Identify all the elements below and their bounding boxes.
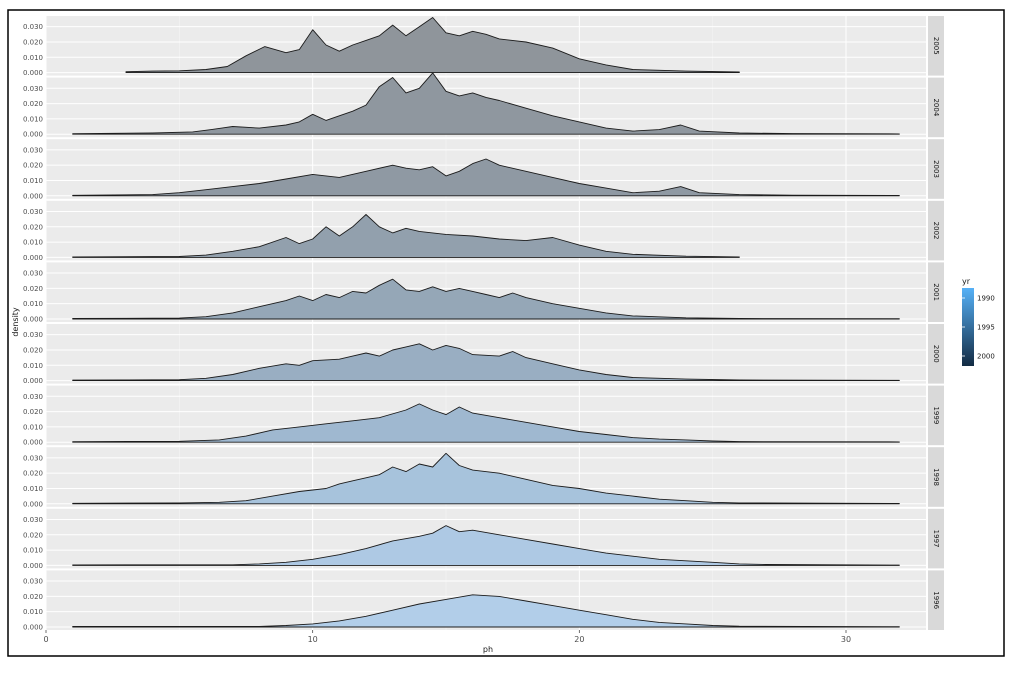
y-tick-label: 0.030 <box>23 270 43 278</box>
y-tick-label: 0.030 <box>23 85 43 93</box>
y-tick-label: 0.000 <box>23 624 43 632</box>
y-tick-label: 0.000 <box>23 69 43 77</box>
legend-tick-label: 1995 <box>977 324 995 332</box>
y-axis-title: density <box>11 307 20 337</box>
density-area-2005 <box>125 17 740 74</box>
y-tick-label: 0.010 <box>23 485 43 493</box>
facet-panel-2001: 0.000 0.010 0.020 0.030 2001 <box>23 262 944 324</box>
legend-tick-label: 1990 <box>977 295 995 303</box>
y-tick-label: 0.030 <box>23 393 43 401</box>
y-tick-label: 0.020 <box>23 285 43 293</box>
y-tick-label: 0.000 <box>23 192 43 200</box>
facet-panel-2000: 0.000 0.010 0.020 0.030 2000 <box>23 324 944 385</box>
facet-strip <box>928 139 944 199</box>
facet-strip-label: 2000 <box>932 345 940 363</box>
facet-strip <box>928 570 944 630</box>
y-tick-label: 0.000 <box>23 316 43 324</box>
y-tick-label: 0.020 <box>23 408 43 416</box>
y-tick-label: 0.000 <box>23 439 43 447</box>
y-tick-label: 0.010 <box>23 54 43 62</box>
density-area-1997 <box>72 525 900 566</box>
facet-strip <box>928 447 944 507</box>
density-area-2003 <box>72 158 900 197</box>
x-tick-label: 20 <box>574 635 584 644</box>
y-tick-label: 0.010 <box>23 239 43 247</box>
facet-strip-label: 2005 <box>932 37 940 55</box>
y-tick-label: 0.010 <box>23 547 43 555</box>
density-area-1998 <box>72 452 900 505</box>
y-tick-label: 0.000 <box>23 131 43 139</box>
outer-frame <box>7 9 1005 657</box>
y-tick-label: 0.010 <box>23 423 43 431</box>
x-axis-title: ph <box>483 645 493 654</box>
density-area-2002 <box>72 214 740 258</box>
y-tick-label: 0.010 <box>23 300 43 308</box>
facet-panel-1998: 0.000 0.010 0.020 0.030 1998 <box>23 447 944 508</box>
facet-panel-2002: 0.000 0.010 0.020 0.030 2002 <box>23 200 944 262</box>
facet-strip <box>928 385 944 446</box>
facet-strip <box>928 324 944 384</box>
y-tick-label: 0.000 <box>23 500 43 508</box>
x-tick-label: 0 <box>43 635 48 644</box>
y-tick-label: 0.030 <box>23 516 43 524</box>
facet-strip-label: 1999 <box>932 406 940 424</box>
facet-strip-label: 2004 <box>932 98 940 116</box>
facet-strip <box>928 16 944 76</box>
y-tick-label: 0.030 <box>23 208 43 216</box>
y-tick-label: 0.030 <box>23 146 43 154</box>
y-tick-label: 0.000 <box>23 377 43 385</box>
x-tick-label: 10 <box>308 635 318 644</box>
facet-strip-label: 1998 <box>932 468 940 486</box>
facet-panel-2004: 0.000 0.010 0.020 0.030 2004 <box>23 72 944 139</box>
facet-strip <box>928 508 944 569</box>
y-tick-label: 0.020 <box>23 346 43 354</box>
facet-strip <box>928 200 944 261</box>
facet-strip-label: 2002 <box>932 222 940 240</box>
y-tick-label: 0.020 <box>23 223 43 231</box>
facet-panel-1997: 0.000 0.010 0.020 0.030 1997 <box>23 508 944 570</box>
density-area-1999 <box>72 403 900 443</box>
facet-panel-2003: 0.000 0.010 0.020 0.030 2003 <box>23 139 944 200</box>
legend-colorbar <box>962 288 974 366</box>
y-tick-label: 0.020 <box>23 470 43 478</box>
facet-strip <box>928 77 944 138</box>
x-tick-label: 30 <box>841 635 851 644</box>
y-tick-label: 0.010 <box>23 177 43 185</box>
y-tick-label: 0.020 <box>23 593 43 601</box>
facet-strip-label: 2001 <box>932 283 940 301</box>
y-tick-label: 0.000 <box>23 562 43 570</box>
density-area-2001 <box>72 278 900 320</box>
facet-panel-1999: 0.000 0.010 0.020 0.030 1999 <box>23 385 944 447</box>
facet-panel-1996: 0.000 0.010 0.020 0.030 1996 <box>23 570 944 632</box>
facet-panel-2005: 0.000 0.010 0.020 0.030 2005 <box>23 16 944 77</box>
y-tick-label: 0.000 <box>23 254 43 262</box>
y-tick-label: 0.020 <box>23 531 43 539</box>
legend-title: yr <box>962 277 971 286</box>
density-area-2004 <box>72 72 900 135</box>
density-area-1996 <box>72 594 900 628</box>
y-tick-label: 0.020 <box>23 38 43 46</box>
y-tick-label: 0.030 <box>23 578 43 586</box>
facet-strip <box>928 262 944 322</box>
y-tick-label: 0.030 <box>23 23 43 31</box>
facet-strip-label: 1997 <box>932 530 940 548</box>
density-area-2000 <box>72 343 900 382</box>
y-tick-label: 0.030 <box>23 454 43 462</box>
facet-strip-label: 2003 <box>932 160 940 178</box>
facet-strip-label: 1996 <box>932 591 940 609</box>
y-tick-label: 0.010 <box>23 115 43 123</box>
y-tick-label: 0.020 <box>23 162 43 170</box>
legend-tick-label: 2000 <box>977 353 995 361</box>
y-tick-label: 0.010 <box>23 608 43 616</box>
y-tick-label: 0.010 <box>23 362 43 370</box>
y-tick-label: 0.030 <box>23 331 43 339</box>
y-tick-label: 0.020 <box>23 100 43 108</box>
